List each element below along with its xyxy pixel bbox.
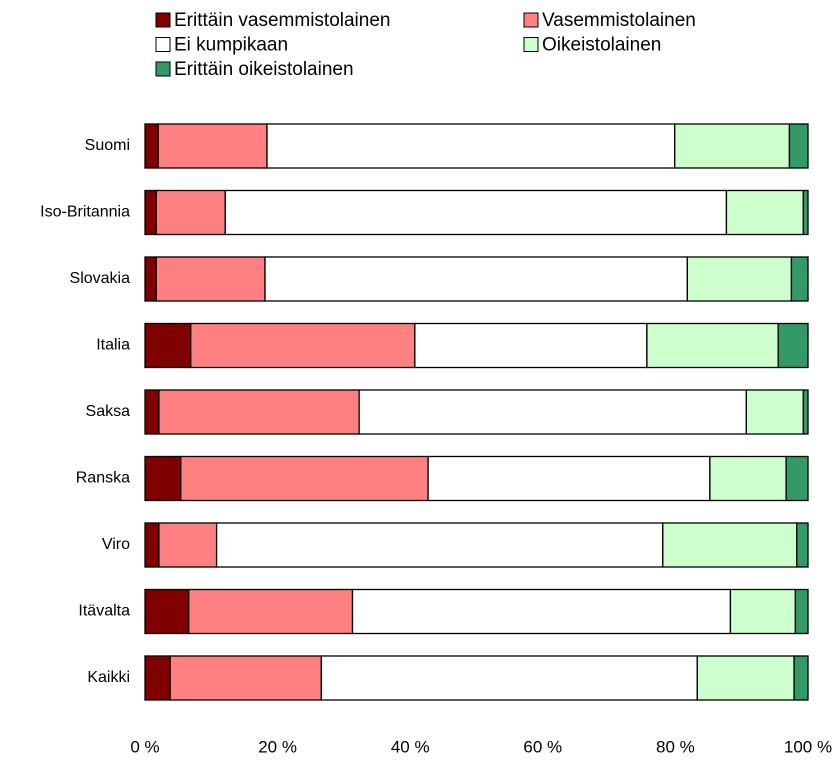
- bar-segment: [351, 588, 732, 635]
- bar-segment: [224, 189, 728, 236]
- bar-segment: [266, 123, 676, 169]
- bar-segment: [794, 588, 809, 635]
- legend-label: Oikeistolainen: [542, 35, 661, 56]
- legend-label: Vasemmistolainen: [542, 10, 696, 31]
- bar-segment: [144, 522, 160, 568]
- legend-label: Ei kumpikaan: [174, 35, 288, 56]
- legend-swatch: [155, 37, 171, 52]
- bar-segment: [427, 455, 711, 502]
- x-tick-label: 100 %: [784, 737, 832, 756]
- bar-segment: [190, 322, 416, 369]
- bar-segment: [144, 588, 190, 635]
- bar-segment: [358, 389, 747, 435]
- bar-segment: [144, 322, 192, 369]
- bar-segment: [158, 522, 218, 568]
- bar-segment: [144, 389, 160, 435]
- bar-segment: [155, 256, 266, 302]
- bar-segment: [725, 189, 805, 236]
- bar-segment: [802, 189, 809, 236]
- bar-segment: [646, 322, 779, 369]
- y-tick-label: Italia: [96, 337, 130, 354]
- bar-segment: [785, 455, 809, 502]
- bar-segment: [144, 455, 182, 502]
- bar-segment: [144, 189, 157, 236]
- legend-swatch: [523, 12, 539, 28]
- x-tick-label: 40 %: [391, 737, 430, 756]
- bar-segment: [793, 655, 809, 701]
- bar-segment: [264, 256, 688, 302]
- bar-segment: [320, 655, 698, 701]
- legend-swatch: [155, 12, 171, 28]
- bar-segment: [674, 123, 791, 169]
- legend-label: Erittäin oikeistolainen: [174, 59, 354, 80]
- y-tick-label: Iso-Britannia: [40, 204, 130, 221]
- bar-segment: [180, 455, 429, 502]
- y-tick-label: Slovakia: [70, 270, 131, 287]
- legend-swatch: [155, 61, 171, 77]
- bar-segment: [696, 655, 795, 701]
- bar-segment: [155, 189, 226, 236]
- bar-segment: [215, 522, 664, 568]
- bar-segment: [158, 389, 360, 435]
- bar-segment: [144, 123, 159, 169]
- legend-swatch: [523, 37, 539, 52]
- bar-segment: [144, 256, 157, 302]
- y-tick-label: Kaikki: [87, 669, 130, 686]
- bar-segment: [790, 256, 809, 302]
- y-tick-label: Saksa: [86, 403, 131, 420]
- bar-segment: [709, 455, 787, 502]
- y-tick-label: Itävalta: [78, 603, 130, 620]
- bar-segment: [729, 588, 797, 635]
- x-tick-label: 0 %: [130, 737, 159, 756]
- bar-segment: [662, 522, 798, 568]
- y-tick-label: Viro: [102, 536, 130, 553]
- bar-segment: [169, 655, 323, 701]
- bar-segment: [414, 322, 648, 369]
- bar-segment: [144, 655, 171, 701]
- y-tick-label: Ranska: [76, 470, 130, 487]
- y-tick-label: Suomi: [85, 137, 130, 154]
- legend-label: Erittäin vasemmistolainen: [174, 10, 390, 31]
- bar-segment: [788, 123, 809, 169]
- x-tick-label: 60 %: [523, 737, 562, 756]
- bar-segment: [745, 389, 805, 435]
- bar-segment: [686, 256, 793, 302]
- bar-segment: [777, 322, 809, 369]
- x-tick-label: 80 %: [656, 737, 695, 756]
- bar-segment: [188, 588, 354, 635]
- bar-segment: [796, 522, 809, 568]
- bar-segment: [802, 389, 809, 435]
- x-tick-label: 20 %: [258, 737, 297, 756]
- bar-segment: [157, 123, 268, 169]
